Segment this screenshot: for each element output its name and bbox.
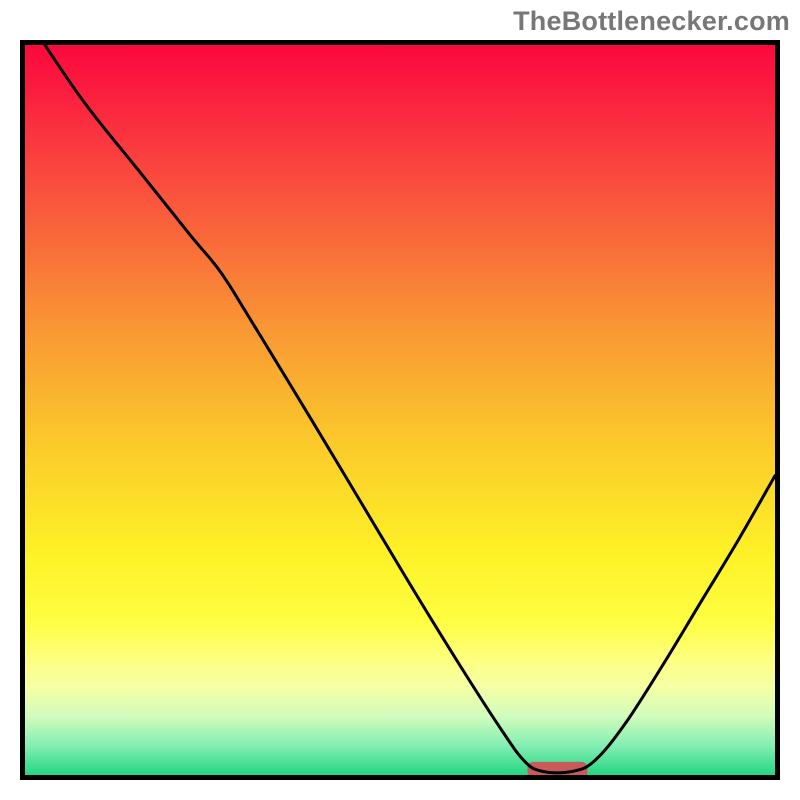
watermark-text: TheBottlenecker.com bbox=[513, 6, 790, 37]
plot-group bbox=[23, 38, 778, 778]
bottleneck-chart bbox=[0, 0, 800, 800]
